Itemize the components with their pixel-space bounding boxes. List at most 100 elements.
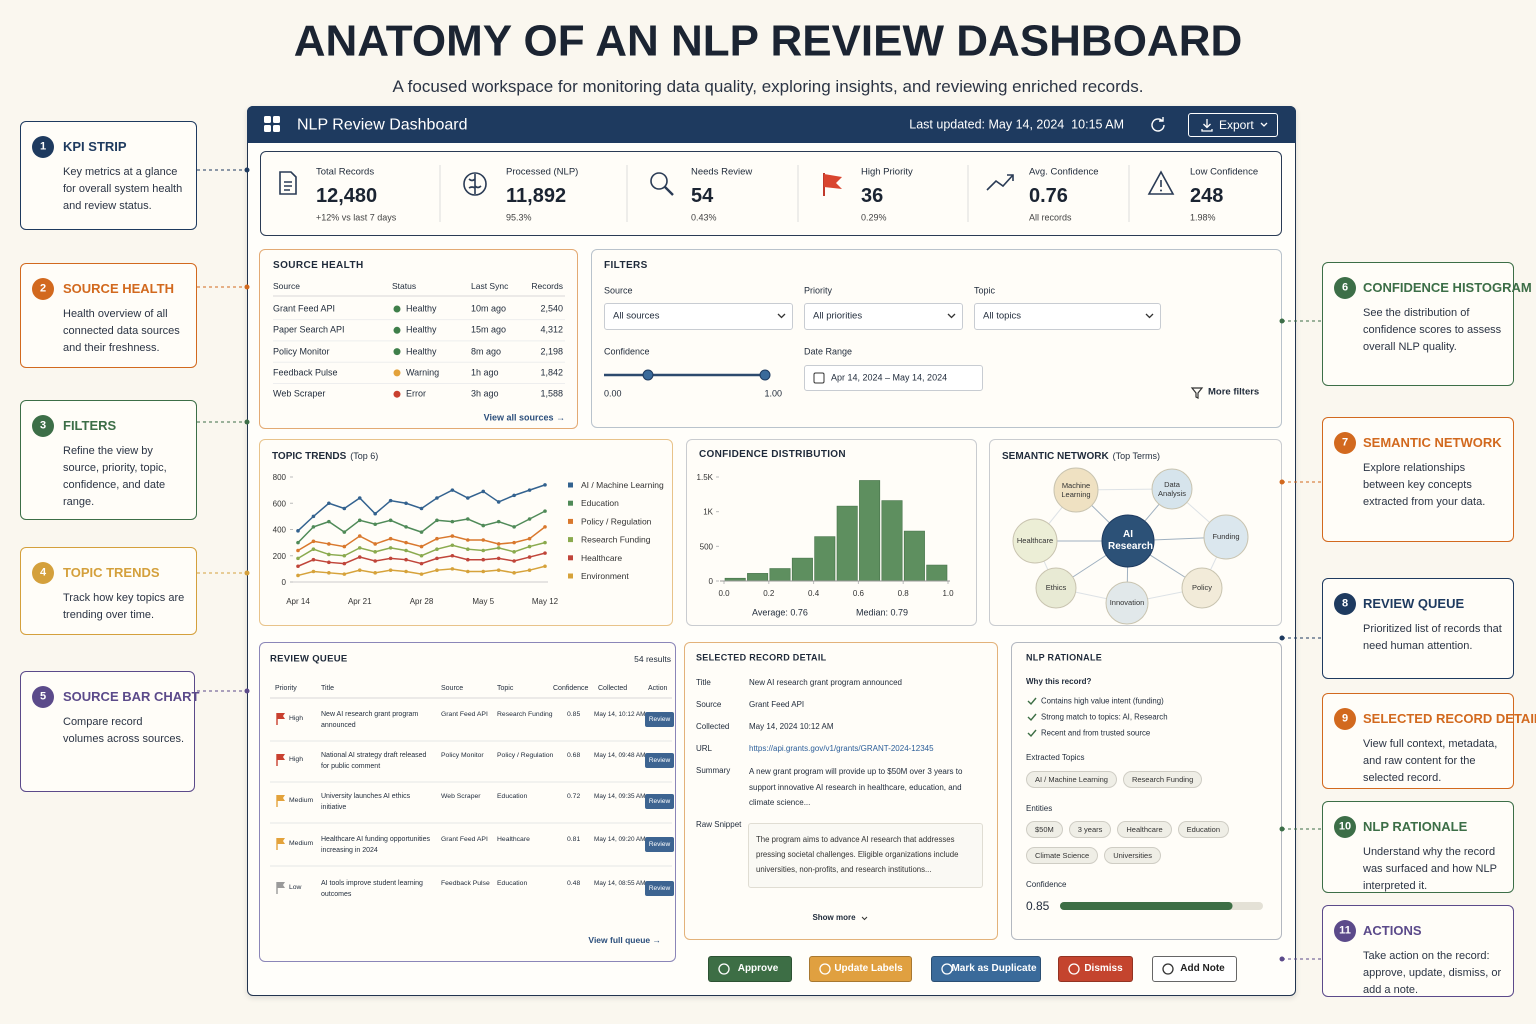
kpi-note: All records: [1029, 212, 1072, 223]
annotation-number: 4: [39, 566, 47, 579]
node-label: Funding: [1212, 532, 1240, 542]
heading-text: TOPIC TRENDS: [272, 450, 347, 462]
more-filters[interactable]: More filters: [1208, 386, 1260, 398]
record-source: Feedback Pulse: [441, 879, 490, 887]
review-button[interactable]: [645, 837, 674, 852]
record-title: Healthcare AI funding opportunities incr…: [321, 836, 430, 854]
field-label: Title: [696, 678, 711, 688]
action-button[interactable]: [1152, 956, 1237, 982]
source-name: Feedback Pulse: [273, 367, 338, 378]
filter-select[interactable]: [974, 303, 1161, 330]
annotation-badge: [32, 278, 54, 300]
average-label: Average: 0.76: [752, 607, 808, 618]
kpi-label: Avg. Confidence: [1029, 166, 1099, 178]
node-label: Machine Learning: [1061, 480, 1091, 499]
field-value: May 14, 2024 10:12 AM: [749, 722, 834, 732]
action-button[interactable]: [931, 956, 1041, 982]
topic-trends-panel: [259, 439, 673, 626]
chip: $50M: [1026, 821, 1063, 838]
export-button[interactable]: [1188, 113, 1278, 137]
annotation-number: 2: [39, 282, 47, 295]
why-label: Why this record?: [1026, 677, 1092, 687]
annotation-box: [1322, 578, 1514, 679]
last-sync: 15m ago: [471, 324, 507, 335]
view-all-link[interactable]: View all sources →: [483, 412, 565, 423]
status-text: Error: [406, 388, 426, 399]
kpi-value: 12,480: [316, 185, 378, 207]
last-sync: 3h ago: [471, 388, 499, 399]
node-label: Healthcare: [1016, 536, 1054, 546]
chip: Healthcare: [1117, 821, 1172, 838]
annotation-badge: [32, 562, 54, 584]
record-source: Web Scraper: [441, 792, 481, 800]
record-collected: May 14, 10:12 AM: [594, 711, 646, 719]
annotation-title: FILTERS: [63, 418, 117, 434]
heading-text: (Top Terms): [1112, 451, 1161, 461]
annotation-number: 1: [39, 140, 47, 153]
entities-label: Entities: [1026, 804, 1053, 814]
review-button[interactable]: [645, 712, 674, 727]
record-title: AI tools improve student learning outcom…: [321, 880, 423, 898]
annotation-title: NLP RATIONALE: [1363, 819, 1468, 835]
dashboard-header: [247, 106, 1296, 143]
annotation-text: Compare record volumes across sources.: [63, 716, 185, 745]
page-subtitle: A focused workspace for monitoring data …: [392, 76, 1144, 96]
record-collected: May 14, 09:35 AM: [594, 793, 646, 801]
status-text: Healthy: [406, 346, 437, 357]
filter-label: Topic: [974, 285, 996, 296]
record-topic: Policy / Regulation: [497, 751, 554, 759]
node-label-box: Healthcare: [1013, 519, 1057, 563]
column-header: Confidence: [553, 684, 589, 692]
filter-label: Date Range: [804, 346, 853, 357]
annotation-badge: [1334, 432, 1356, 454]
record-title: University launches AI ethics initiative: [321, 793, 411, 811]
field-label: Collected: [696, 722, 730, 732]
review-button[interactable]: [645, 753, 674, 768]
chip: AI / Machine Learning: [1026, 771, 1117, 788]
source-name: Grant Feed API: [273, 303, 336, 314]
view-queue-link[interactable]: View full queue →: [588, 934, 661, 945]
last-sync: 10m ago: [471, 303, 507, 314]
kpi-strip: [260, 151, 1282, 236]
date-range-input[interactable]: [804, 365, 983, 391]
field-label: URL: [696, 744, 713, 754]
review-button[interactable]: [645, 881, 674, 896]
confidence-panel: [686, 439, 977, 626]
show-more[interactable]: Show more: [812, 913, 856, 923]
filter-select[interactable]: [804, 303, 963, 330]
record-source: Grant Feed API: [441, 835, 488, 843]
annotation-badge: [32, 415, 54, 437]
annotation-text: Prioritized list of records that need hu…: [1363, 623, 1502, 652]
field-label: Source: [696, 700, 722, 710]
review-button[interactable]: [645, 794, 674, 809]
record-confidence: 0.81: [567, 835, 581, 843]
action-label: Mark as Duplicate: [951, 963, 1037, 974]
annotation-number: 7: [1341, 436, 1349, 449]
rationale-panel: [1011, 642, 1282, 940]
priority-label: Medium: [289, 796, 314, 804]
export-label: Export: [1219, 117, 1254, 132]
annotation-title: SEMANTIC NETWORK: [1363, 435, 1502, 451]
dashboard-title: NLP Review Dashboard: [297, 116, 468, 134]
chip-list: AI / Machine Learning Research Funding: [1026, 771, 1271, 821]
node-label-box: Funding: [1204, 515, 1248, 559]
kpi-value: 54: [691, 185, 714, 207]
annotation-title: KPI STRIP: [63, 139, 127, 155]
chip: Education: [1177, 821, 1230, 838]
kpi-label: Needs Review: [691, 166, 753, 178]
filter-select[interactable]: [604, 303, 793, 330]
record-topic: Education: [497, 792, 528, 800]
column-header: Collected: [598, 684, 628, 692]
chip: Universities: [1104, 847, 1161, 864]
confidence-value: 0.85: [1026, 898, 1050, 913]
review-button-label: Review: [648, 756, 671, 764]
annotation-badge: [1334, 920, 1356, 942]
field-value: New AI research grant program announced: [749, 678, 902, 688]
annotation-box: [1322, 801, 1514, 893]
annotation-text: Explore relationships between key concep…: [1363, 462, 1486, 508]
node-label-box: Data Analysis: [1152, 469, 1192, 509]
annotation-title: SOURCE BAR CHART: [63, 689, 200, 705]
annotation-text: View full context, metadata, and raw con…: [1363, 738, 1498, 784]
reason-text: Contains high value intent (funding): [1041, 696, 1164, 706]
field-value: A new grant program will provide up to $…: [749, 767, 963, 807]
